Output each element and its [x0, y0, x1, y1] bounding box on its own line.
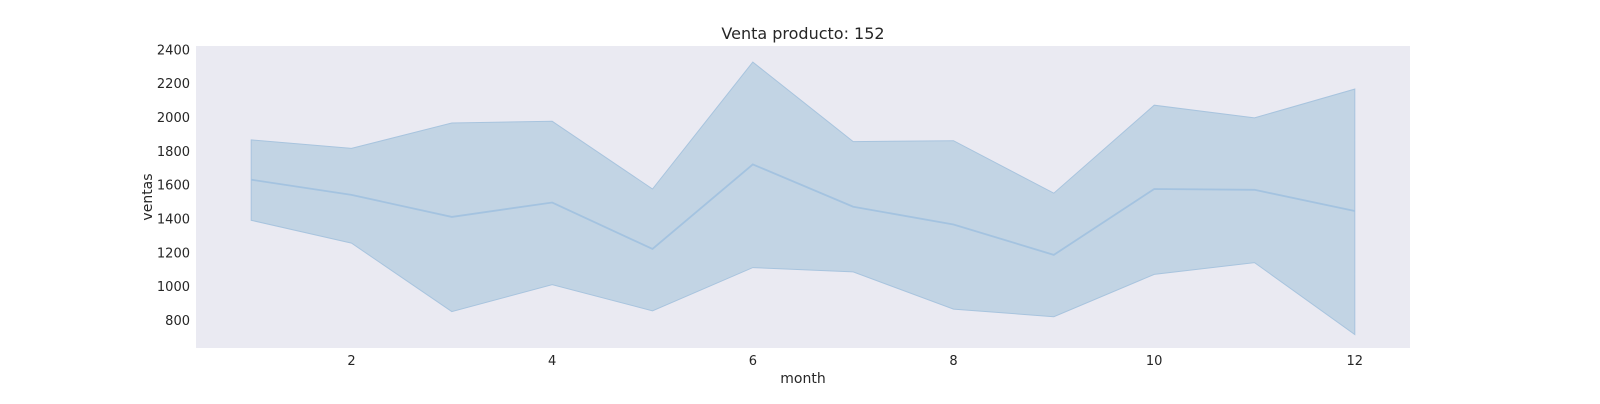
y-tick-label: 2400 [157, 43, 190, 58]
x-tick-label: 12 [1347, 354, 1364, 369]
y-tick-label: 1200 [157, 246, 190, 261]
y-tick-label: 2200 [157, 77, 190, 92]
y-tick-label: 2000 [157, 111, 190, 126]
y-tick-label: 800 [165, 314, 190, 329]
confidence-band-layer [250, 61, 1356, 336]
x-tick-label: 10 [1146, 354, 1163, 369]
series-line [251, 163, 1355, 256]
chart-title: Venta producto: 152 [721, 24, 884, 43]
x-axis-ticks: 2 4 6 8 10 12 [347, 354, 1363, 369]
x-axis-label: month [780, 371, 825, 387]
x-tick-label: 2 [347, 354, 355, 369]
y-tick-label: 1800 [157, 145, 190, 160]
y-tick-label: 1400 [157, 213, 190, 228]
x-tick-label: 4 [548, 354, 556, 369]
y-tick-label: 1600 [157, 179, 190, 194]
y-axis-ticks: 800 1000 1200 1400 1600 1800 2000 2200 2400 [157, 43, 190, 329]
confidence-band [250, 61, 1356, 336]
x-tick-label: 6 [749, 354, 757, 369]
y-axis-label: ventas [140, 173, 156, 220]
series-line-layer [251, 163, 1355, 256]
x-tick-label: 8 [949, 354, 957, 369]
y-tick-label: 1000 [157, 280, 190, 295]
